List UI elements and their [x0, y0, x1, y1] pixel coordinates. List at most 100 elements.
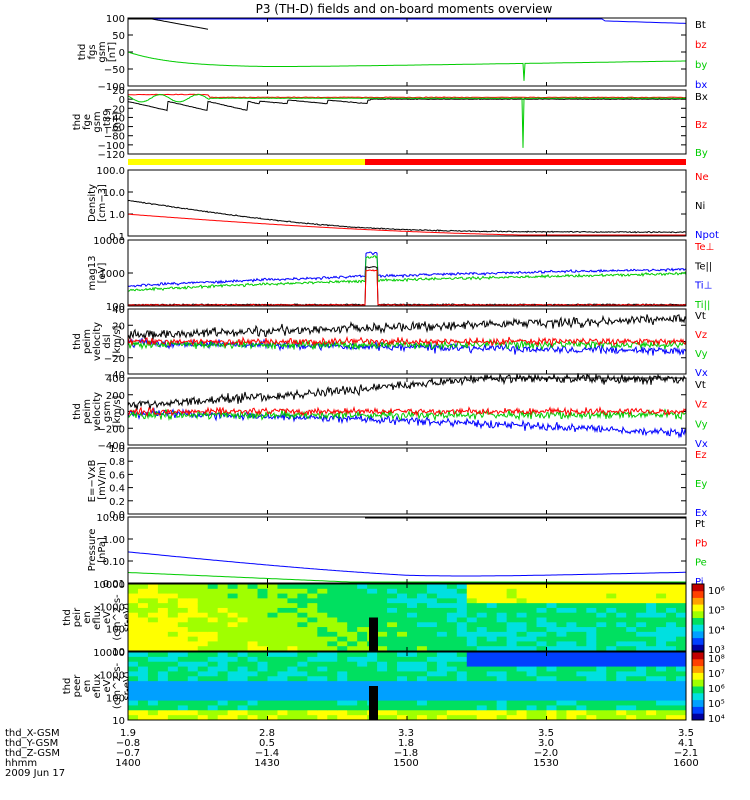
spectrogram-cell — [416, 622, 428, 628]
spectrogram-cell — [486, 676, 498, 682]
x-axis-value: 3.5 — [678, 728, 694, 739]
colorbar-swatch — [692, 699, 704, 707]
spectrogram-cell — [606, 584, 617, 590]
spectrogram-cell — [277, 705, 288, 711]
spectrogram-cell — [277, 593, 288, 599]
spectrogram-cell — [606, 695, 617, 702]
spectrogram-cell — [646, 636, 657, 642]
spectrogram-cell — [137, 598, 149, 604]
spectrogram-cell — [466, 666, 478, 672]
spectrogram-cell — [536, 676, 547, 682]
spectrogram-cell — [287, 584, 298, 590]
spectrogram-cell — [546, 617, 557, 623]
spectrogram-cell — [426, 652, 438, 658]
spectrogram-cell — [436, 656, 448, 663]
spectrogram-cell — [496, 584, 508, 590]
spectrogram-cell — [187, 622, 199, 628]
spectrogram-cell — [347, 627, 358, 633]
spectrogram-cell — [257, 588, 268, 595]
spectrogram-cell — [456, 646, 468, 652]
spectrogram-cell — [446, 631, 458, 638]
spectrogram-cell — [407, 656, 418, 663]
spectrogram-cell — [347, 622, 358, 628]
spectrogram-cell — [237, 646, 249, 652]
spectrogram-cell — [676, 705, 687, 711]
spectrogram-cell — [367, 661, 378, 668]
spectrogram-cell — [636, 603, 647, 609]
spectrogram-cell — [506, 612, 518, 618]
spectrogram-cell — [596, 695, 607, 702]
spectrogram-cell — [128, 681, 139, 687]
spectrogram-cell — [307, 705, 318, 711]
spectrogram-cell — [666, 622, 677, 628]
spectrogram-cell — [636, 598, 647, 604]
spectrogram-cell — [157, 622, 169, 628]
spectrogram-cell — [656, 705, 667, 711]
spectrogram-cell — [128, 603, 139, 609]
spectrogram-cell — [436, 676, 448, 682]
spectrogram-cell — [187, 603, 199, 609]
spectrogram-cell — [416, 681, 428, 687]
spectrogram-cell — [636, 584, 647, 590]
spectrogram-cell — [466, 656, 478, 663]
spectrogram-cell — [237, 666, 249, 672]
spectrogram-cell — [486, 636, 498, 642]
spectrogram-cell — [446, 695, 458, 702]
ylabel-line: [km/s] — [112, 395, 123, 427]
spectrogram-cell — [596, 588, 607, 595]
spectrogram-cell — [466, 584, 478, 590]
spectrogram-cell — [426, 661, 438, 668]
y-tick-label: 0.8 — [109, 457, 125, 468]
spectrogram-cell — [337, 617, 348, 623]
spectrogram-cell — [167, 607, 179, 614]
spectrogram-cell — [347, 593, 358, 599]
spectrogram-cell — [177, 666, 189, 672]
x-axis-value: 3.5 — [538, 728, 554, 739]
spectrogram-cell — [217, 646, 229, 652]
spectrogram-cell — [526, 607, 538, 614]
spectrogram-cell — [147, 681, 159, 687]
spectrogram-cell — [187, 676, 199, 682]
spectrogram-cell — [506, 617, 518, 623]
spectrogram-cell — [666, 631, 677, 638]
spectrogram-cell — [287, 661, 298, 668]
spectrogram-cell — [267, 627, 278, 633]
spectrogram-cell — [506, 622, 518, 628]
spectrogram-cell — [566, 715, 577, 721]
spectrogram-cell — [407, 603, 418, 609]
spectrogram-cell — [307, 636, 318, 642]
vx-trace — [127, 337, 687, 356]
spectrogram-cell — [128, 598, 139, 604]
colorbar-label: 10⁴ — [708, 625, 725, 636]
spectrogram-cell — [536, 627, 547, 633]
spectrogram-cell — [128, 661, 139, 668]
y-tick-label: 200 — [106, 391, 125, 402]
spectrogram-cell — [576, 690, 587, 697]
colorbar-swatch — [692, 672, 704, 680]
spectrogram-cell — [516, 646, 528, 652]
spectrogram-cell — [307, 661, 318, 668]
spectrogram-cell — [337, 607, 348, 614]
spectrogram-cell — [387, 705, 398, 711]
spectrogram-cell — [526, 681, 538, 687]
spectrogram-cell — [466, 710, 478, 716]
spectrogram-cell — [377, 584, 388, 590]
spectrogram-cell — [546, 681, 557, 687]
spectrogram-cell — [177, 661, 189, 668]
spectrogram-cell — [407, 666, 418, 672]
colorbar-label: 10⁶ — [708, 586, 725, 597]
spectrogram-cell — [466, 676, 478, 682]
ylabel-line: en — [82, 611, 93, 624]
spectrogram-cell — [536, 612, 547, 618]
spectrogram-cell — [128, 705, 139, 711]
spectrogram-cell — [347, 695, 358, 702]
spectrogram-cell — [416, 686, 428, 692]
spectrogram-cell — [446, 636, 458, 642]
panel-frame — [127, 447, 687, 515]
spectrogram-cell — [496, 636, 508, 642]
spectrogram-cell — [237, 627, 249, 633]
spectrogram-cell — [157, 631, 169, 638]
spectrogram-cell — [646, 671, 657, 677]
spectrogram-cell — [367, 598, 378, 604]
